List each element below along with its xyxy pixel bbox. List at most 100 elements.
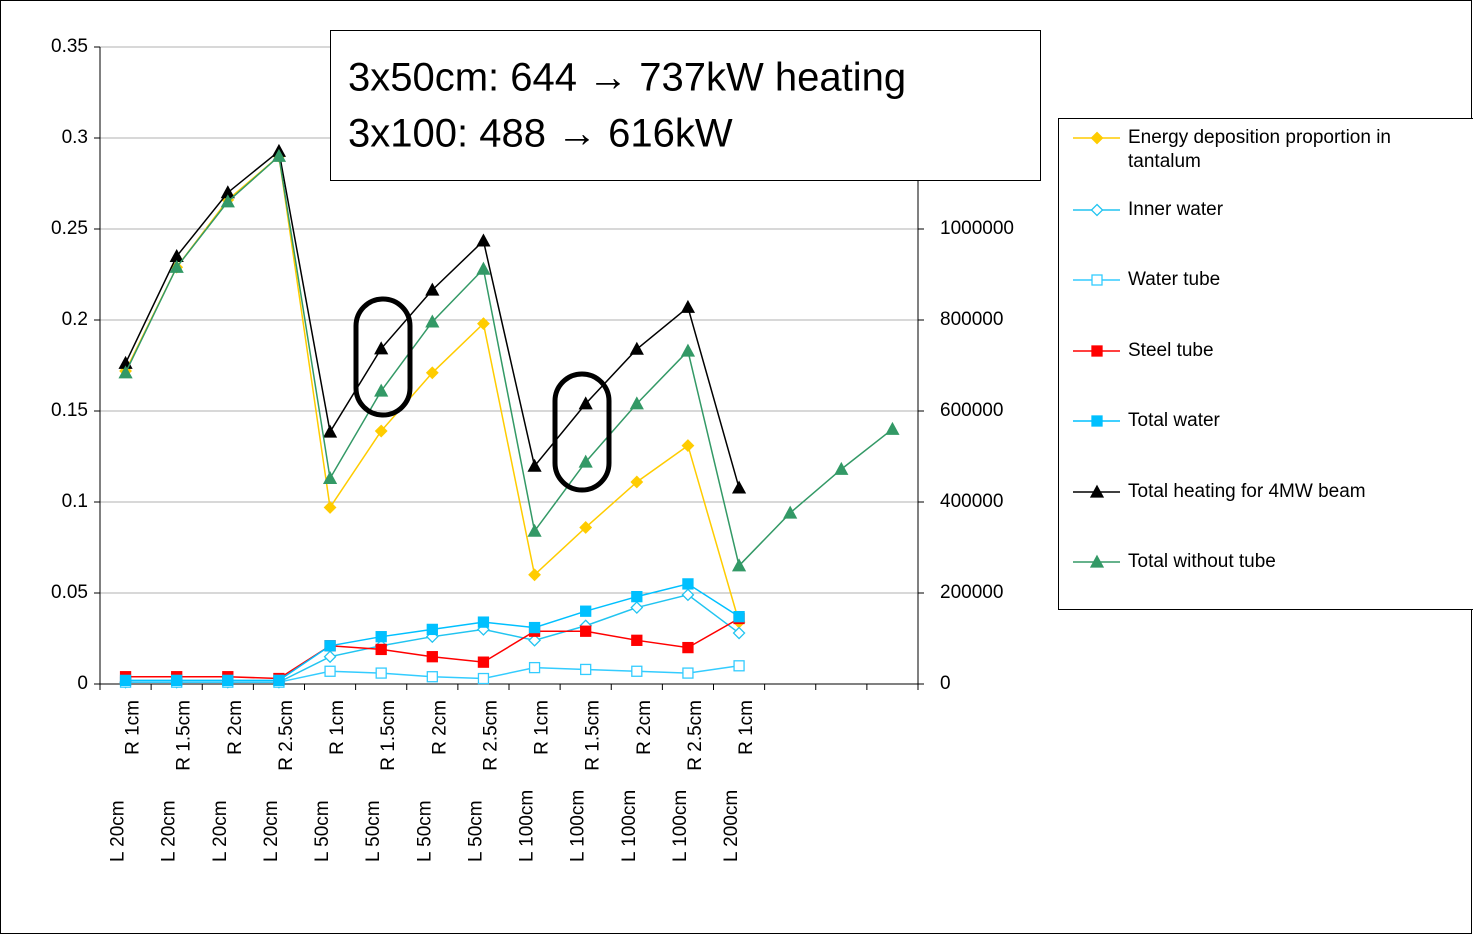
legend-item: Water tube — [1073, 269, 1220, 290]
point — [731, 480, 747, 494]
point — [425, 366, 439, 380]
point — [681, 439, 695, 452]
point — [629, 396, 644, 410]
annotation: 3x100: 488 → 616kW — [348, 112, 733, 156]
x-tick-label: L 100cm — [619, 790, 640, 862]
point — [528, 661, 541, 674]
point — [220, 194, 235, 208]
legend-box — [1058, 118, 1473, 610]
legend-item: Total without tube — [1073, 551, 1276, 572]
legend-label: Water tube — [1128, 269, 1220, 290]
point — [630, 475, 644, 489]
point — [1089, 484, 1105, 498]
x-tick-label: R 1cm — [532, 700, 553, 755]
point — [1091, 415, 1103, 427]
point — [783, 505, 798, 519]
x-tick-label: R 1.5cm — [378, 700, 399, 771]
point — [323, 650, 337, 664]
annotation: 3x50cm: 644 → 737kW heating — [348, 56, 906, 100]
point — [682, 667, 694, 679]
legend-label-line: tantalum — [1128, 151, 1201, 172]
point — [476, 233, 491, 247]
point — [322, 470, 338, 484]
y-tick-label: 0.05 — [51, 582, 88, 603]
y2-tick-label: 200000 — [940, 582, 1003, 603]
x-tick-label: R 1.5cm — [174, 700, 195, 771]
legend-label: Total without tube — [1128, 551, 1276, 572]
point — [477, 616, 490, 628]
point — [426, 623, 438, 636]
highlight-oval — [353, 296, 413, 418]
point — [426, 651, 438, 663]
x-tick-label: R 1.5cm — [583, 700, 604, 771]
point — [425, 314, 440, 328]
point — [885, 421, 900, 435]
point — [681, 588, 695, 602]
y-tick-label: 0.25 — [51, 218, 88, 239]
point — [118, 365, 133, 379]
point — [425, 282, 440, 296]
point — [631, 665, 643, 677]
point — [375, 643, 387, 656]
point — [426, 671, 438, 683]
x-tick-label: R 2cm — [634, 700, 655, 755]
point — [1091, 274, 1103, 286]
point — [1090, 203, 1104, 217]
x-tick-label: L 50cm — [465, 800, 486, 862]
point — [733, 611, 745, 623]
point — [1090, 131, 1104, 145]
point — [477, 672, 490, 685]
point — [580, 625, 592, 637]
y-tick-label: 0.2 — [62, 309, 88, 330]
x-tick-label: L 20cm — [159, 800, 180, 862]
x-tick-label: L 100cm — [670, 790, 691, 862]
point — [733, 660, 745, 672]
legend-label: Inner water — [1128, 199, 1224, 220]
y-tick-label: 0 — [77, 673, 88, 694]
point — [834, 461, 849, 475]
point — [322, 424, 338, 438]
y2-tick-label: 600000 — [940, 400, 1003, 421]
point — [631, 590, 643, 603]
point — [579, 521, 593, 534]
y-tick-label: 0.1 — [62, 491, 88, 512]
point — [324, 665, 336, 677]
point — [629, 341, 644, 355]
point — [169, 259, 184, 273]
x-tick-label: R 1cm — [736, 700, 757, 755]
point — [374, 383, 389, 397]
x-tick-label: R 2.5cm — [480, 700, 501, 771]
point — [528, 621, 541, 634]
legend-label-line: Energy deposition proportion in — [1128, 127, 1391, 148]
x-tick-label: L 100cm — [517, 790, 538, 862]
highlight-oval — [552, 371, 612, 493]
legend-item: Inner water — [1073, 199, 1224, 220]
point — [477, 656, 490, 668]
point — [578, 396, 593, 410]
x-tick-label: L 20cm — [108, 800, 129, 862]
series-line — [124, 154, 893, 568]
x-tick-label: R 2cm — [225, 700, 246, 755]
legend-item: Steel tube — [1073, 340, 1214, 361]
point — [374, 341, 389, 355]
point — [273, 674, 285, 687]
x-tick-label: R 1cm — [123, 700, 144, 755]
point — [731, 558, 747, 572]
point — [1089, 554, 1105, 568]
point — [527, 523, 542, 537]
x-tick-label: L 20cm — [210, 800, 231, 862]
x-tick-label: R 2.5cm — [276, 700, 297, 771]
annotation-box — [330, 30, 1041, 181]
y2-tick-label: 1000000 — [940, 218, 1014, 239]
y2-tick-label: 800000 — [940, 309, 1003, 330]
legend-label: Total water — [1128, 410, 1221, 431]
point — [1091, 345, 1103, 357]
point — [528, 633, 541, 647]
point — [578, 454, 593, 468]
legend-item: Total water — [1073, 410, 1221, 431]
point — [374, 424, 388, 438]
point — [477, 317, 490, 331]
legend-label: Energy deposition proportion in tantalum — [1128, 127, 1391, 172]
